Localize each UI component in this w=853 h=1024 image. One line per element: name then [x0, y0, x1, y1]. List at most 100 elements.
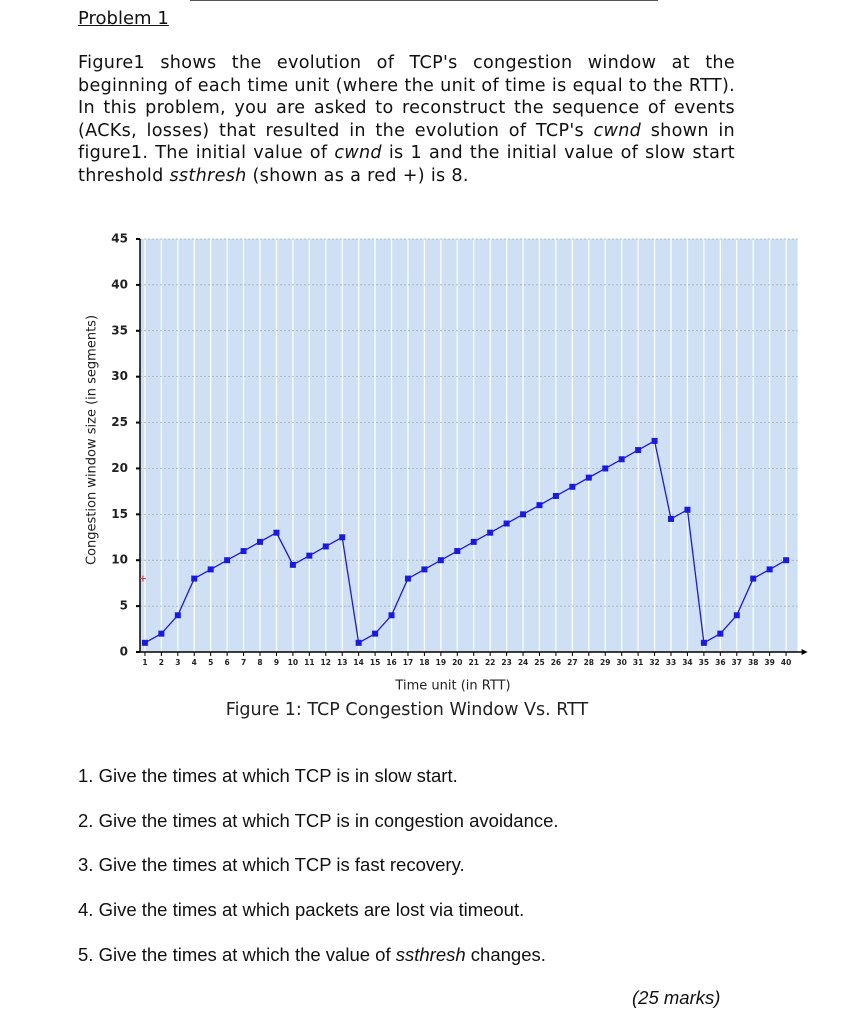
- question: 3. Give the times at which TCP is fast r…: [78, 854, 465, 876]
- text-run: (shown as a red +) is 8.: [246, 165, 469, 186]
- x-tick-label: 19: [436, 658, 446, 667]
- data-point: [766, 566, 773, 573]
- x-tick-label: 11: [304, 658, 314, 667]
- figure-caption: Figure 1: TCP Congestion Window Vs. RTT: [226, 700, 589, 720]
- intro-paragraph: Figure1 shows the evolution of TCP's con…: [78, 52, 735, 188]
- x-tick-label: 16: [386, 658, 396, 667]
- data-point: [339, 534, 346, 541]
- question: 5. Give the times at which the value of …: [78, 944, 546, 966]
- problem-title: Problem 1: [78, 8, 169, 29]
- data-point: [158, 630, 165, 637]
- y-tick-label: 15: [111, 507, 128, 521]
- text-run: ssthresh: [395, 943, 466, 965]
- x-tick-label: 8: [257, 658, 262, 667]
- x-tick-label: 32: [649, 658, 659, 667]
- data-point: [421, 566, 428, 573]
- text-run: 4. Give the times at which packets are l…: [78, 899, 525, 921]
- data-point: [224, 557, 231, 564]
- x-tick-label: 9: [274, 658, 279, 667]
- data-point: [487, 529, 494, 536]
- x-tick-label: 18: [419, 658, 429, 667]
- y-tick-label: 25: [111, 415, 128, 429]
- top-rule: [190, 0, 658, 1]
- chart: 1 2 3 4 5 6 7 8 9 10 11 12 13 14 15 16 17 18 19 20 21 22 23 24 2…: [85, 232, 808, 720]
- data-point: [273, 529, 280, 536]
- x-tick-label: 7: [241, 658, 246, 667]
- x-tick-label: 25: [534, 658, 544, 667]
- x-tick-label: 22: [485, 658, 495, 667]
- question: 2. Give the times at which TCP is in con…: [78, 810, 559, 832]
- x-tick-label: 4: [192, 658, 197, 667]
- x-tick-label: 28: [584, 658, 594, 667]
- x-tick-label: 10: [288, 658, 298, 667]
- y-tick-label: 0: [120, 645, 128, 659]
- data-point: [585, 474, 592, 481]
- x-tick-label: 23: [501, 658, 511, 667]
- y-tick-label: 40: [111, 277, 128, 291]
- question: 1. Give the times at which TCP is in slo…: [78, 765, 458, 787]
- data-point: [602, 465, 609, 472]
- data-point: [191, 575, 198, 582]
- data-point: [372, 630, 379, 637]
- x-axis-label: Time unit (in RTT): [394, 679, 510, 694]
- data-point: [618, 456, 625, 463]
- data-point: [240, 548, 247, 555]
- text-run: changes.: [465, 943, 546, 965]
- text-run: 2. Give the times at which TCP is in con…: [78, 809, 559, 831]
- x-tick-label: 35: [699, 658, 709, 667]
- data-point: [454, 548, 461, 555]
- x-tick-label: 37: [732, 658, 742, 667]
- y-axis-label: Congestion window size (in segments): [85, 315, 100, 565]
- data-point: [404, 575, 411, 582]
- x-tick-label: 13: [337, 658, 347, 667]
- data-point: [684, 506, 691, 513]
- marks: (25 marks): [632, 987, 721, 1008]
- text-run: Figure1 shows the evolution of TCP's con…: [78, 53, 735, 141]
- data-point: [717, 630, 724, 637]
- data-point: [635, 447, 642, 454]
- x-tick-label: 31: [633, 658, 643, 667]
- x-tick-label: 20: [452, 658, 462, 667]
- question: 4. Give the times at which packets are l…: [78, 899, 524, 921]
- x-axis-arrow: [801, 649, 808, 655]
- x-tick-label: 33: [666, 658, 676, 667]
- x-tick-label: 36: [715, 658, 725, 667]
- data-point: [700, 639, 707, 646]
- plot-background: [140, 239, 798, 652]
- x-tick-label: 6: [225, 658, 230, 667]
- x-tick-label: 3: [175, 658, 180, 667]
- data-point: [503, 520, 510, 527]
- data-point: [552, 492, 559, 499]
- data-point: [141, 639, 148, 646]
- data-point: [520, 511, 527, 518]
- y-tick-label: 20: [111, 461, 128, 475]
- data-point: [651, 437, 658, 444]
- data-point: [569, 483, 576, 490]
- text-run: 3. Give the times at which TCP is fast r…: [78, 854, 465, 876]
- y-tick-label: 35: [111, 323, 128, 337]
- x-tick-label: 14: [353, 658, 363, 667]
- x-tick-label: 26: [551, 658, 561, 667]
- x-tick-label: 30: [616, 658, 626, 667]
- data-point: [322, 543, 329, 550]
- text-run: 5. Give the times at which the value of: [78, 943, 396, 965]
- data-point: [174, 612, 181, 619]
- ssthresh-marker: [139, 575, 146, 582]
- y-tick-label: 5: [120, 599, 128, 613]
- x-tick-label: 27: [567, 658, 577, 667]
- series-line: [144, 439, 787, 644]
- text-run: cwnd: [334, 143, 382, 164]
- x-tick-label: 1: [142, 658, 147, 667]
- data-point: [733, 612, 740, 619]
- data-point: [306, 552, 313, 559]
- data-point: [536, 502, 543, 509]
- x-tick-label: 39: [764, 658, 774, 667]
- text-run: cwnd: [593, 120, 642, 141]
- data-point: [783, 557, 790, 564]
- text-run: shown in figure1. The initial value of: [78, 120, 736, 164]
- x-tick-label: 40: [781, 658, 791, 667]
- x-tick-label: 17: [403, 658, 413, 667]
- data-point: [289, 561, 296, 568]
- data-point: [668, 515, 675, 522]
- x-tick-label: 2: [159, 658, 164, 667]
